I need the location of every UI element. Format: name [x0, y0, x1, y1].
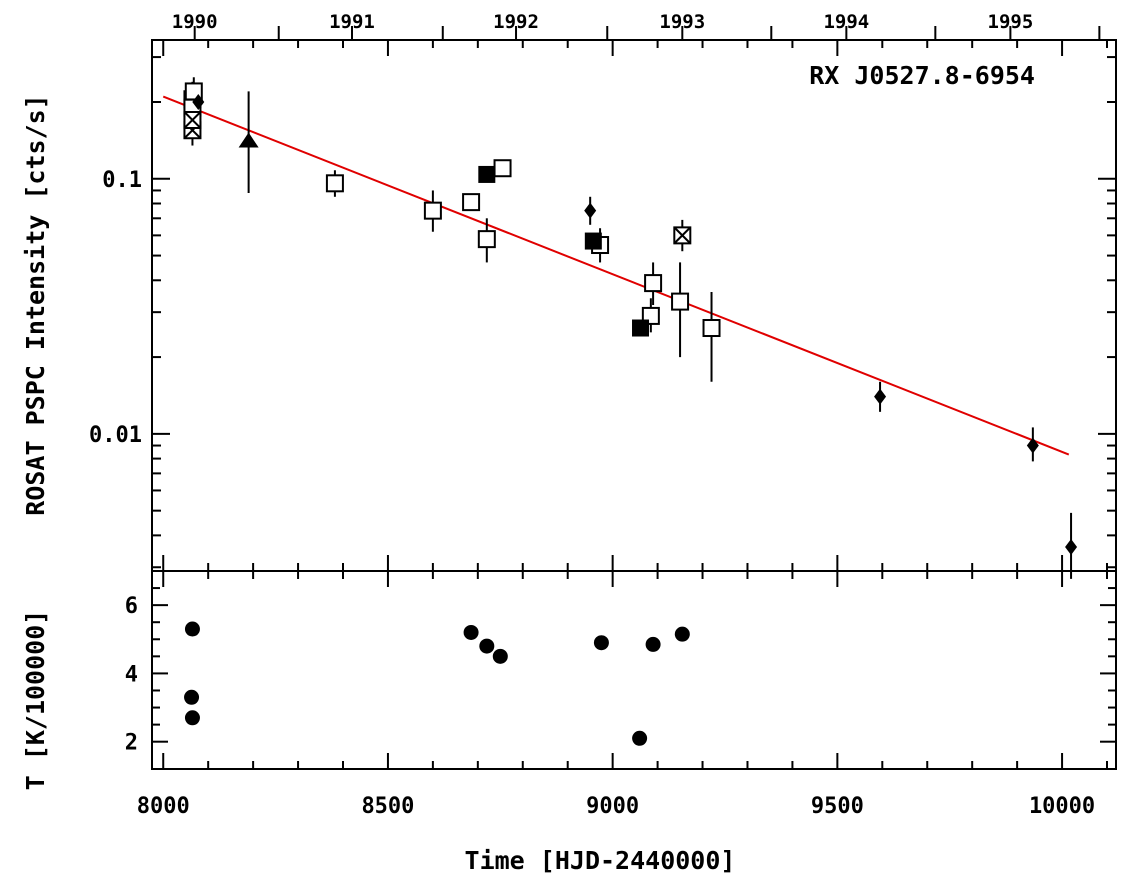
open-square-marker — [462, 193, 481, 212]
intensity-y-tick-labels: 0.1 0.01 — [89, 168, 142, 448]
year-label: 1992 — [493, 11, 539, 33]
x-tick-label: 8000 — [137, 794, 190, 819]
filled-circle-marker — [674, 626, 690, 642]
x-tick-labels: 8000 8500 9000 9500 10000 — [137, 794, 1095, 819]
open-square-marker — [477, 230, 496, 249]
bottom-panel: 2 4 6 T [K/100000] — [21, 570, 1117, 791]
filled-circle-marker — [184, 710, 200, 726]
y-tick-label: 0.01 — [89, 423, 142, 448]
filled-circle-marker — [645, 636, 661, 652]
filled-diamond-marker — [1065, 539, 1078, 556]
filled-circle-marker — [632, 730, 648, 746]
year-label: 1994 — [823, 11, 869, 33]
crossed-square-diagonal — [673, 226, 692, 245]
source-annotation: RX J0527.8-6954 — [809, 61, 1035, 90]
open-square-marker — [423, 201, 442, 220]
y-tick-label: 2 — [125, 731, 138, 756]
year-label: 1995 — [988, 11, 1034, 33]
x-axis-title: Time [HJD-2440000] — [465, 846, 736, 875]
top-year-axis: 1990 1991 1992 1993 1994 1995 — [172, 11, 1101, 40]
intensity-y-axis-title: ROSAT PSPC Intensity [cts/s] — [21, 94, 50, 515]
filled-triangle-marker — [238, 132, 259, 148]
fit-line — [162, 95, 1070, 456]
open-square-marker — [493, 159, 512, 178]
filled-diamond-marker — [192, 93, 205, 110]
top-panel-ticks — [152, 40, 1116, 571]
bottom-panel-ticks — [152, 570, 1116, 769]
bottom-panel-frame — [151, 570, 1117, 770]
filled-square-marker — [632, 319, 650, 337]
year-labels: 1990 1991 1992 1993 1994 1995 — [172, 11, 1033, 33]
filled-square-marker — [584, 232, 602, 250]
year-label: 1991 — [329, 11, 375, 33]
temperature-points — [184, 621, 690, 746]
open-square-marker — [702, 319, 721, 338]
open-square-marker — [644, 274, 663, 293]
year-label: 1990 — [172, 11, 218, 33]
year-label: 1993 — [659, 11, 705, 33]
x-tick-label: 10000 — [1029, 794, 1095, 819]
filled-circle-marker — [184, 689, 200, 705]
filled-circle-marker — [593, 635, 609, 651]
filled-diamond-marker — [874, 388, 887, 405]
filled-diamond-marker — [1026, 437, 1039, 454]
crossed-square-marker — [673, 226, 692, 245]
intensity-points — [183, 82, 1078, 556]
y-tick-label: 0.1 — [102, 168, 142, 193]
year-ticks — [193, 26, 1101, 40]
intensity-error-bars — [191, 77, 1073, 579]
crossed-square-marker — [183, 110, 202, 129]
filled-circle-marker — [492, 648, 508, 664]
filled-circle-marker — [463, 624, 479, 640]
filled-square-marker — [478, 165, 496, 183]
filled-circle-marker — [184, 621, 200, 637]
top-panel-frame — [151, 39, 1117, 572]
crossed-square-diagonal — [183, 111, 202, 129]
open-square-marker — [325, 174, 344, 193]
x-tick-label: 9000 — [586, 794, 639, 819]
temperature-y-axis-title: T [K/100000] — [21, 610, 50, 791]
open-square-marker — [671, 292, 690, 311]
top-panel: 0.1 0.01 RX J0527.8-6954 ROSAT PSPC Inten… — [21, 39, 1117, 579]
x-tick-label: 9500 — [811, 794, 864, 819]
filled-diamond-marker — [584, 202, 597, 219]
filled-circle-marker — [479, 638, 495, 654]
y-tick-label: 4 — [125, 662, 138, 687]
y-tick-label: 6 — [125, 594, 138, 619]
temperature-y-tick-labels: 2 4 6 — [125, 594, 138, 756]
x-tick-label: 8500 — [361, 794, 414, 819]
